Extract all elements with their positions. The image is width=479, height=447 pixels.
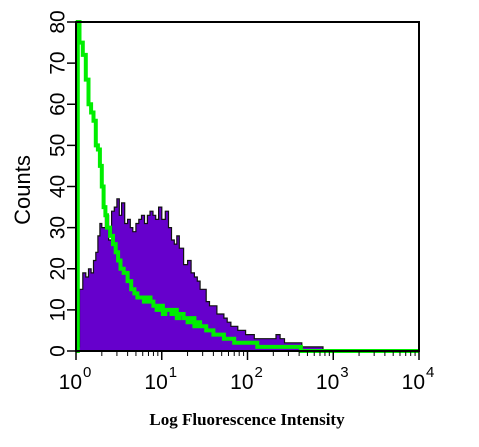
x-axis: 10 0 10 1 10 2 10 3 10 4 <box>59 351 434 394</box>
x-tick-exponent: 4 <box>426 364 434 381</box>
series-layer <box>75 20 419 353</box>
x-tick-label: 10 <box>402 371 425 394</box>
y-tick-label: 60 <box>47 93 70 116</box>
x-tick-label: 10 <box>59 371 82 394</box>
y-axis: 0 10 20 30 40 50 60 70 80 <box>47 10 76 357</box>
x-tick-label: 10 <box>316 371 339 394</box>
y-tick-label: 70 <box>47 51 70 74</box>
y-tick-label: 50 <box>47 134 70 157</box>
y-tick-label: 10 <box>47 298 70 321</box>
x-tick-label: 10 <box>144 371 167 394</box>
x-tick-exponent: 1 <box>169 364 177 381</box>
y-tick-label: 30 <box>47 216 70 239</box>
y-tick-label: 80 <box>47 10 70 33</box>
series-1-line <box>75 20 419 353</box>
x-tick-label: 10 <box>230 371 253 394</box>
x-tick-exponent: 0 <box>83 364 91 381</box>
x-tick-exponent: 3 <box>340 364 348 381</box>
y-axis-label: Counts <box>10 155 35 225</box>
y-tick-label: 40 <box>47 175 70 198</box>
x-tick-exponent: 2 <box>255 364 263 381</box>
x-axis-label: Log Fluorescence Intensity <box>149 410 345 429</box>
y-tick-label: 20 <box>47 257 70 280</box>
y-tick-label: 0 <box>47 345 70 357</box>
